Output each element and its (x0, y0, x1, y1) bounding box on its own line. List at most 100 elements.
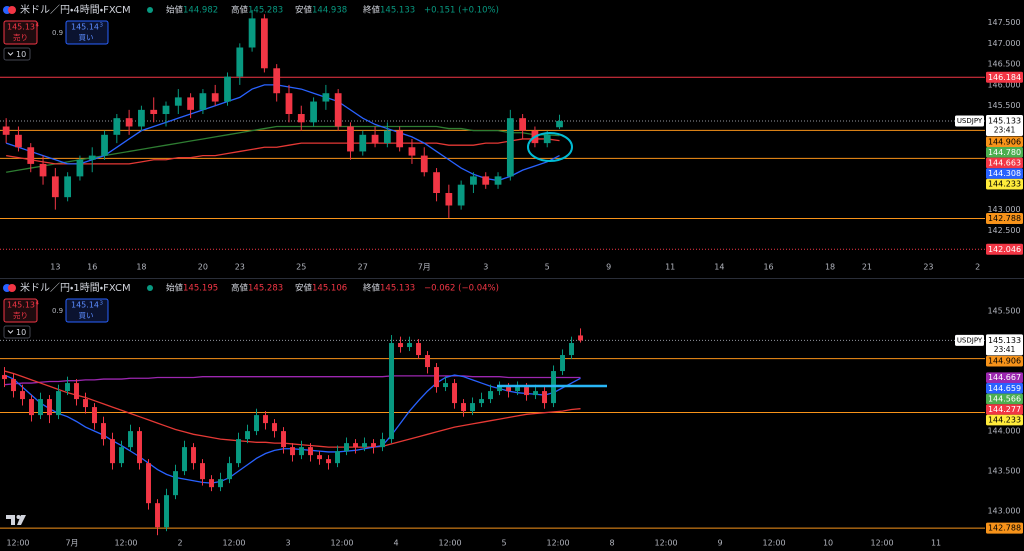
symbol-icon (8, 6, 16, 14)
x-tick-label: 18 (825, 263, 835, 272)
candle-body (211, 93, 219, 102)
candle-body (371, 443, 376, 448)
candle-body (64, 176, 72, 198)
candle-body (519, 118, 527, 131)
market-status (147, 7, 153, 13)
buy-label: 買い (79, 311, 94, 320)
candle-body (470, 176, 477, 185)
candle-body (248, 18, 256, 48)
candle-body (113, 118, 121, 135)
candle-body (173, 471, 178, 496)
market-status (147, 285, 153, 291)
candle-body (497, 387, 502, 392)
x-tick-label: 16 (763, 263, 773, 272)
candle-body (433, 172, 440, 194)
price-tag-bg (986, 147, 1023, 158)
ohlc-label: 高値 (231, 283, 249, 294)
candle-body (334, 93, 342, 127)
candle-body (155, 503, 160, 528)
y-tick-label: 146.500 (987, 60, 1020, 69)
interval-button[interactable] (3, 325, 31, 339)
price-tag-bg (986, 355, 1023, 367)
candle-body (297, 114, 305, 123)
countdown: 23:41 (994, 125, 1016, 134)
price-tag-bg (986, 404, 1023, 415)
candle-body (322, 93, 330, 102)
y-tick-label: 147.500 (987, 18, 1020, 27)
price-tag-bg (986, 157, 1023, 169)
buy-button[interactable] (65, 298, 109, 323)
candle-body (227, 463, 232, 480)
buy-pip: 3 (100, 23, 104, 29)
candle-body (29, 399, 34, 416)
candle-body (290, 447, 295, 456)
candle-body (344, 443, 349, 452)
symbol-tag-bg (955, 115, 984, 127)
buy-price: 145.14 (71, 23, 99, 32)
candle-body (261, 18, 268, 69)
candle-body (150, 109, 158, 115)
price-tag: 144.906 (988, 357, 1021, 366)
candle-body (371, 134, 379, 144)
candle-body (137, 431, 142, 464)
price-tag-bg (986, 71, 1023, 83)
sell-button[interactable] (3, 298, 38, 323)
x-tick-label: 2 (177, 539, 182, 548)
sell-pip: 4 (36, 301, 40, 307)
candle-body (416, 343, 421, 356)
y-tick-label: 147.000 (987, 39, 1020, 48)
candle-body (218, 479, 223, 488)
candle-body (11, 379, 16, 392)
candle-body (542, 391, 547, 404)
price-tag-bg (986, 243, 1023, 255)
candle-body (560, 355, 565, 372)
y-tick-label: 143.500 (987, 467, 1020, 476)
candle-body (119, 447, 124, 464)
candle-body (245, 431, 250, 440)
y-tick-label: 145.500 (987, 307, 1020, 316)
candle-body (308, 447, 313, 456)
candle-body (182, 447, 187, 472)
buy-button[interactable] (65, 20, 109, 45)
drawing-ellipse[interactable] (527, 132, 573, 162)
candle-body (281, 431, 286, 448)
ohlc-value: 145.283 (248, 6, 283, 16)
candle-body (533, 391, 538, 396)
moving-average (6, 138, 560, 165)
candle-body (39, 163, 47, 177)
ohlc-value: 145.106 (312, 284, 347, 294)
chart-layer: 147.500 147.000 146.500 146.000 145.500 143.0… (0, 3, 1023, 548)
candle-body (420, 155, 428, 173)
candle-body (162, 105, 170, 115)
price-tag: 144.780 (988, 148, 1021, 157)
candle-body (425, 355, 430, 368)
symbol-icon (8, 284, 16, 292)
price-tag-bg (986, 136, 1023, 148)
candle-body (272, 423, 277, 432)
candle-body (224, 76, 231, 102)
spread: 0.9 (52, 29, 63, 37)
candle-body (347, 126, 354, 152)
candle-body (389, 343, 394, 440)
interval-button[interactable] (3, 47, 31, 61)
ohlc-value: 145.195 (183, 284, 218, 294)
price-tag: 144.659 (988, 384, 1021, 393)
x-tick-label: 25 (296, 263, 306, 272)
x-tick-label: 9 (606, 263, 611, 272)
symbol-title: 米ドル／円・1時間・FXCM (20, 281, 131, 294)
candle-body (506, 118, 514, 177)
price-tag: 142.788 (988, 214, 1021, 223)
countdown: 23:41 (994, 345, 1016, 354)
price-tag: 146.184 (988, 73, 1021, 82)
price-tag: 144.566 (988, 394, 1021, 403)
candle-body (408, 147, 416, 156)
moving-average (6, 125, 560, 173)
sell-button[interactable] (3, 20, 38, 45)
ohlc-label: 終値 (363, 283, 381, 294)
candle-body (209, 479, 214, 488)
x-tick-label: 14 (714, 263, 724, 272)
buy-pip: 3 (100, 301, 104, 307)
x-tick-label: 13 (50, 263, 60, 272)
candle-body (146, 463, 151, 504)
